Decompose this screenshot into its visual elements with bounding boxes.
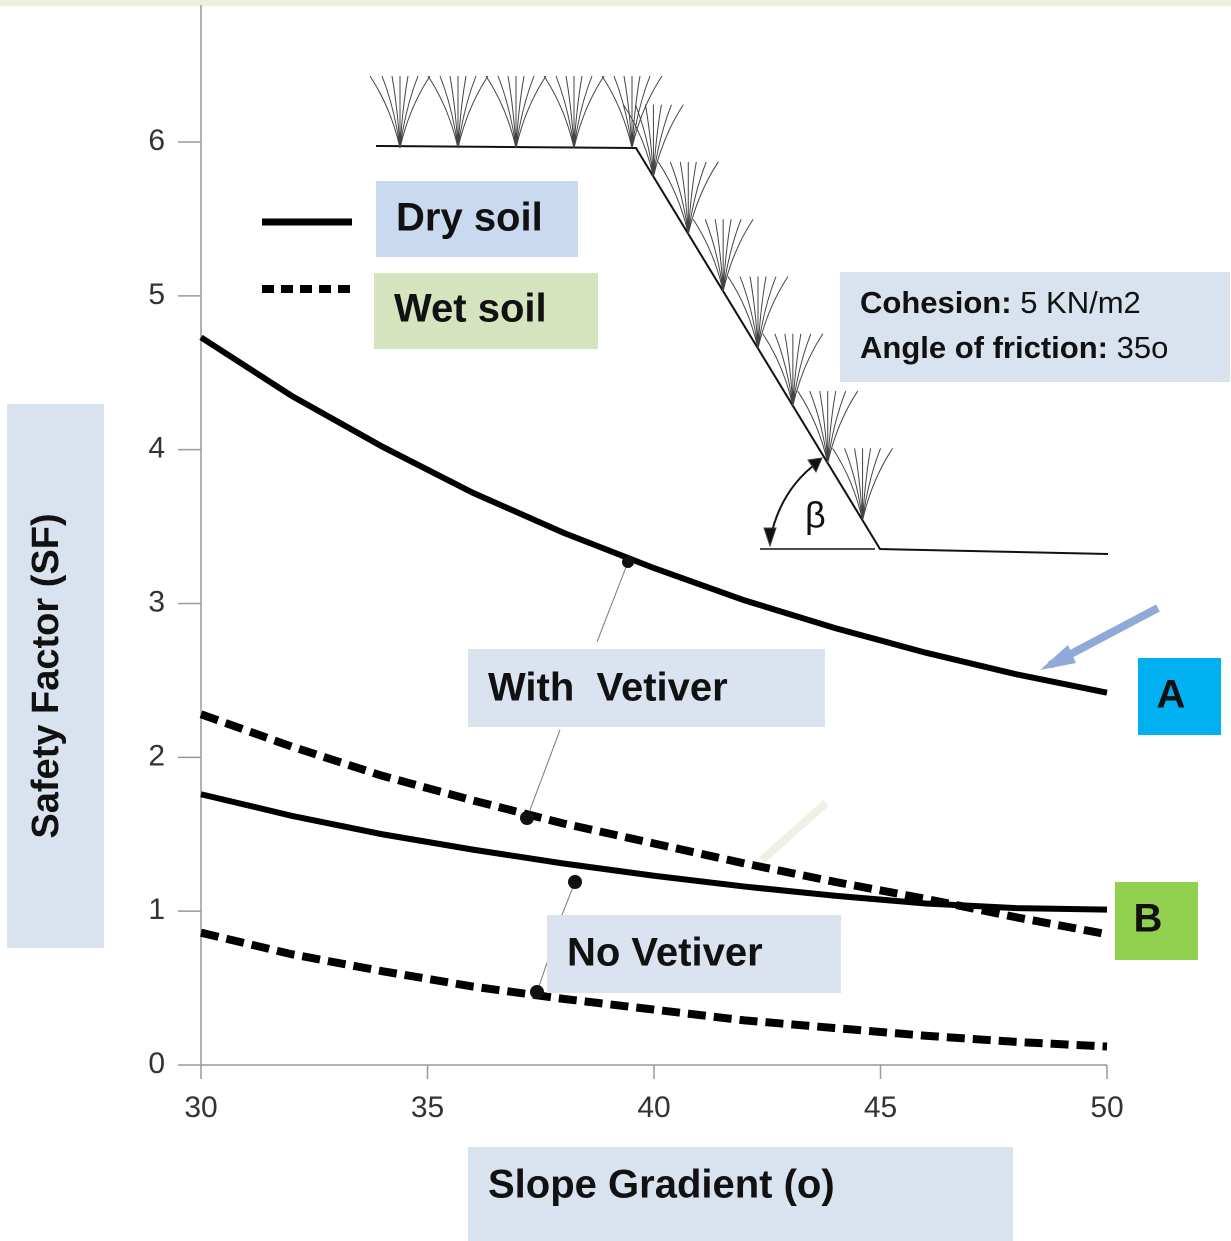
series-line: [199, 334, 1108, 696]
grass: [727, 276, 789, 349]
arrow: [759, 800, 829, 863]
label-box: [7, 404, 104, 948]
series-line: [200, 791, 1108, 913]
legend-box: [376, 181, 578, 257]
y-tick-label: 6: [148, 124, 165, 157]
x-tick-label: 40: [637, 1091, 670, 1124]
grass: [485, 75, 547, 149]
info-text: Cohesion: 5 KN/m2: [860, 285, 1141, 320]
grass: [427, 75, 489, 149]
top-strip: [0, 0, 1231, 6]
label-box: [468, 1147, 1013, 1241]
annotation: B: [1134, 897, 1163, 941]
y-tick-label: 2: [148, 739, 165, 772]
grass: [692, 218, 754, 292]
y-tick-label: 4: [148, 432, 165, 465]
y-tick-label: 0: [148, 1047, 165, 1080]
grass: [601, 75, 663, 149]
info-label: Cohesion:: [860, 285, 1012, 320]
angle-label: β: [805, 495, 826, 536]
grass: [369, 75, 431, 149]
x-tick-label: 50: [1090, 1091, 1123, 1124]
x-tick-label: 30: [184, 1091, 217, 1124]
info-text: Angle of friction: 35o: [860, 330, 1168, 365]
grass: [832, 448, 893, 521]
annotation: No Vetiver: [567, 931, 763, 975]
y-axis-label: Safety Factor (SF): [25, 513, 67, 838]
label-box: [1115, 882, 1198, 960]
info-box: [840, 272, 1230, 382]
grass: [657, 161, 719, 235]
arrow-head: [1040, 645, 1076, 670]
legend-box: [374, 273, 598, 349]
label-box: [468, 649, 825, 727]
y-tick-label: 5: [148, 278, 165, 311]
legend-label: Dry soil: [396, 196, 543, 240]
grass: [797, 390, 859, 464]
legend-label: Wet soil: [394, 287, 547, 331]
x-tick-label: 35: [411, 1091, 444, 1124]
info-label: Angle of friction:: [860, 330, 1108, 365]
x-axis-label: Slope Gradient (o): [488, 1163, 835, 1207]
label-box: [1138, 658, 1221, 735]
info-value: 35o: [1117, 330, 1169, 365]
grass: [623, 104, 684, 177]
y-tick-label: 3: [148, 585, 165, 618]
annotation: With Vetiver: [488, 666, 728, 710]
annotation: A: [1157, 673, 1186, 717]
series-line: [199, 710, 1108, 939]
series: [199, 334, 1108, 1051]
x-tick-label: 45: [864, 1091, 897, 1124]
dots: [520, 556, 634, 999]
slope-illustration: [369, 75, 1109, 555]
grass: [762, 333, 824, 406]
legend: Dry soil Wet soil: [262, 196, 547, 331]
info-value: 5 KN/m2: [1020, 285, 1141, 320]
y-tick-label: 1: [148, 893, 165, 926]
grass: [543, 75, 605, 149]
label-box: [547, 915, 841, 993]
series-line: [200, 928, 1108, 1051]
